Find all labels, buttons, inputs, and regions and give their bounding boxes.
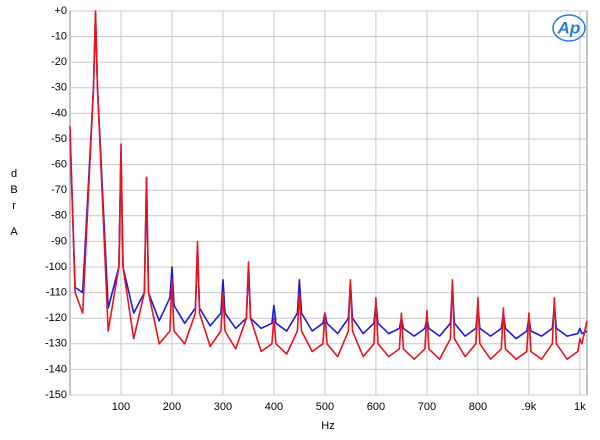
- x-tick-label: 1k: [574, 401, 586, 413]
- y-tick-label: +0: [54, 5, 67, 17]
- y-tick-label: -10: [51, 31, 67, 43]
- y-tick-label: -80: [51, 210, 67, 222]
- y-axis-label: dBr: [8, 168, 20, 216]
- grid: [70, 10, 587, 396]
- y-tick-label: -90: [51, 235, 67, 247]
- logo: Ap: [557, 18, 581, 37]
- y-tick-label: -150: [45, 389, 67, 401]
- y-tick-label: -50: [51, 133, 67, 145]
- y-axis-weighting: A: [10, 226, 18, 238]
- x-tick-label: 400: [265, 401, 283, 413]
- x-tick-label: 700: [418, 401, 436, 413]
- y-tick-label: -100: [45, 261, 67, 273]
- y-tick-label: -20: [51, 56, 67, 68]
- x-tick-label: 300: [214, 401, 232, 413]
- series-line: [69, 10, 588, 360]
- logo-ring: [552, 14, 586, 42]
- y-tick-label: -30: [51, 82, 67, 94]
- x-tick-label: 800: [469, 401, 487, 413]
- x-tick-label: .9k: [522, 401, 537, 413]
- x-axis-label: Hz: [321, 420, 334, 432]
- y-tick-label: -70: [51, 184, 67, 196]
- x-tick-label: 200: [163, 401, 181, 413]
- y-tick-label: -110: [46, 287, 67, 299]
- y-tick-label: -60: [51, 159, 67, 171]
- y-tick-label: -140: [45, 363, 67, 375]
- y-tick-label: -120: [45, 312, 67, 324]
- lines: [69, 10, 588, 360]
- x-tick-label: 600: [367, 401, 385, 413]
- y-tick-label: -130: [45, 338, 67, 350]
- x-tick-label: 100: [112, 401, 130, 413]
- y-tick-label: -40: [51, 107, 67, 119]
- x-tick-label: 500: [316, 401, 334, 413]
